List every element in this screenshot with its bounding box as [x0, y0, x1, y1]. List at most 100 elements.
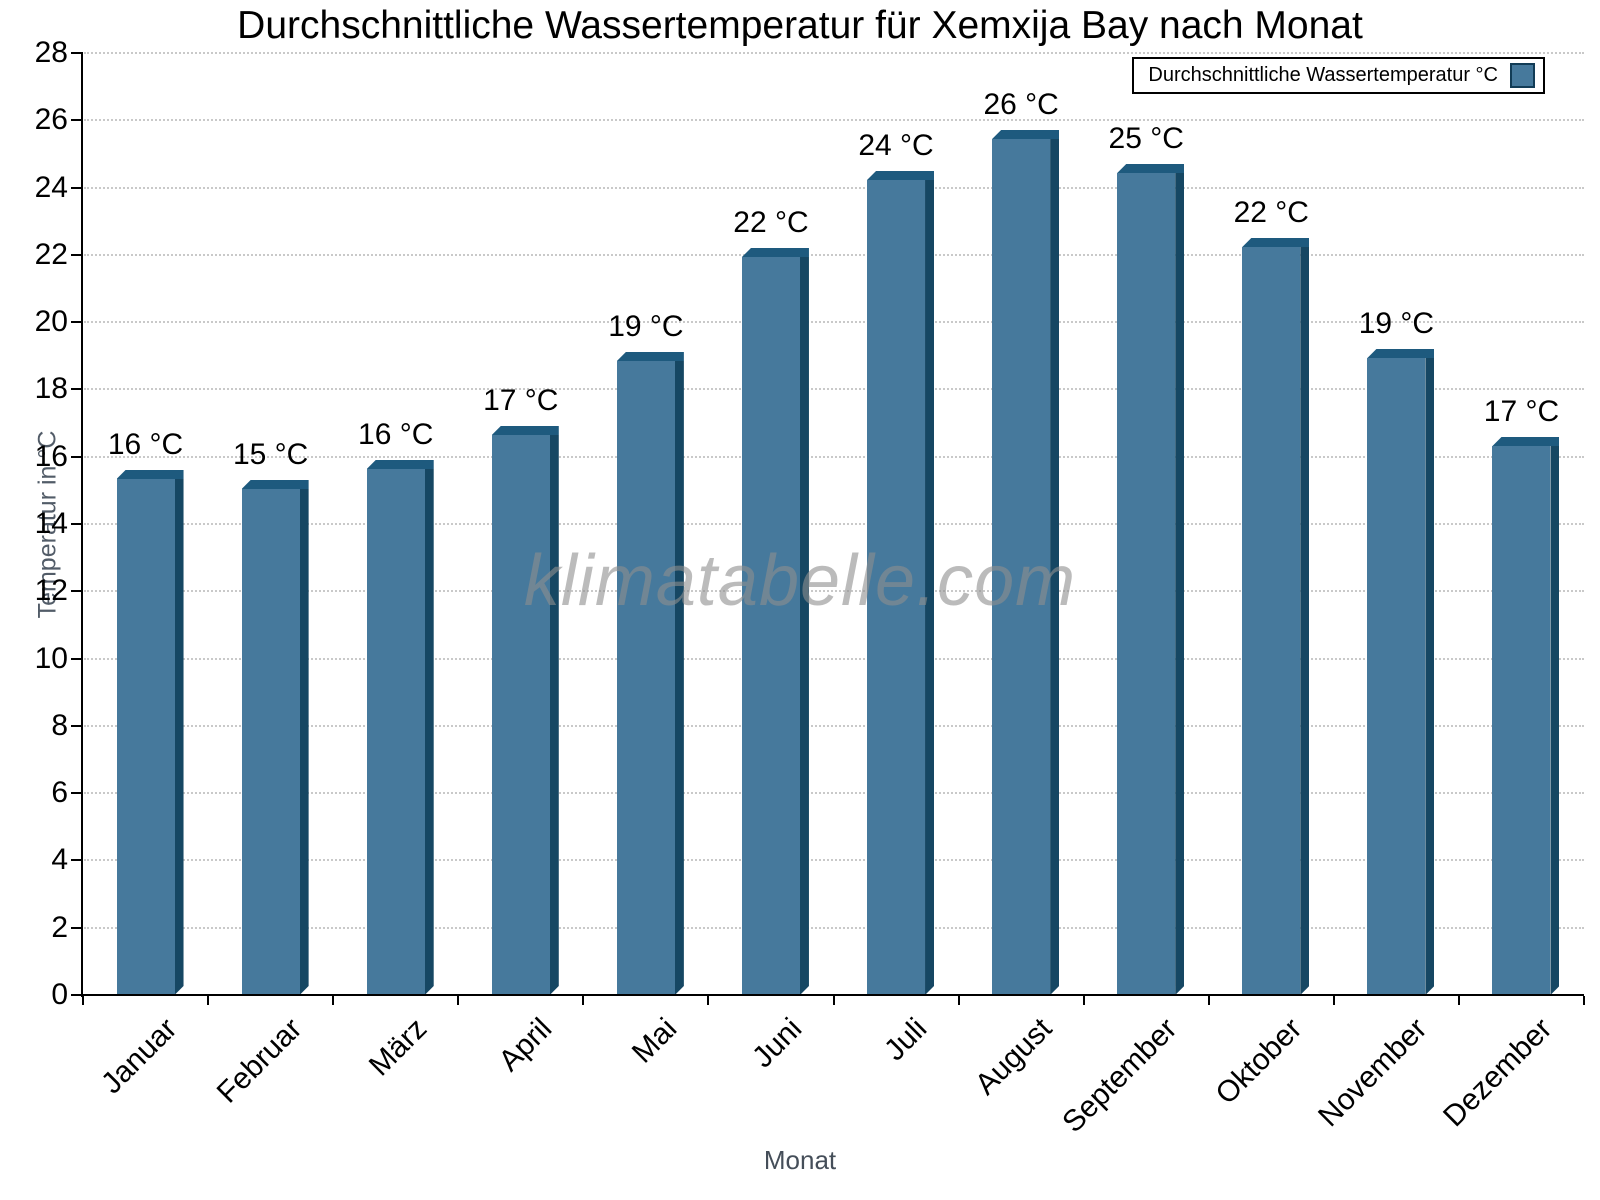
bar-side	[800, 257, 809, 995]
bar-face	[741, 257, 800, 995]
bar-value-label: 26 °C	[983, 88, 1059, 121]
bar-bevel	[366, 460, 434, 469]
bar-side	[175, 479, 184, 995]
y-tick-label: 12	[34, 574, 68, 608]
bar	[366, 460, 434, 995]
bar-bevel	[1367, 349, 1435, 358]
y-axis-tick	[71, 321, 81, 324]
x-axis-tick	[957, 996, 960, 1005]
bar	[1117, 164, 1185, 995]
y-tick-label: 0	[51, 978, 68, 1011]
gridline	[84, 253, 1584, 256]
bar-face	[992, 139, 1051, 995]
y-tick-label: 16	[34, 439, 68, 473]
y-tick-label: 24	[34, 170, 68, 204]
legend-label: Durchschnittliche Wassertemperatur °C	[1148, 64, 1498, 86]
bar-bevel	[491, 426, 559, 435]
y-axis-tick	[71, 523, 81, 525]
x-axis-tick	[332, 996, 335, 1005]
y-axis-tick	[71, 994, 81, 996]
x-axis-tick	[1583, 996, 1585, 1005]
y-tick-label: 4	[51, 843, 68, 877]
bar-side	[1300, 247, 1309, 995]
bar-face	[1492, 446, 1551, 995]
y-tick-label: 10	[34, 641, 68, 675]
x-axis-tick	[832, 996, 835, 1005]
y-tick-label: 20	[34, 305, 68, 339]
bar-face	[241, 489, 300, 995]
bar-bevel	[1492, 437, 1560, 446]
y-tick-label: 6	[51, 776, 68, 810]
bar-value-label: 19 °C	[608, 310, 684, 343]
bar	[741, 248, 809, 995]
y-tick-label: 18	[34, 372, 68, 406]
y-tick-label: 26	[34, 103, 68, 137]
x-axis-tick	[1082, 996, 1085, 1005]
bar-side	[1425, 358, 1434, 995]
bar-side	[1175, 173, 1184, 995]
gridline	[84, 590, 1584, 593]
y-axis-tick	[71, 52, 81, 54]
bar-face	[116, 479, 175, 995]
x-axis-line	[81, 994, 1584, 996]
y-tick-label: 14	[34, 507, 68, 540]
bar-side	[300, 489, 309, 995]
gridline	[84, 792, 1584, 795]
x-axis-tick	[457, 996, 460, 1005]
bar	[867, 171, 935, 995]
gridline	[84, 926, 1584, 929]
x-axis-tick	[707, 996, 710, 1005]
bar	[1492, 437, 1560, 995]
bar-face	[1367, 358, 1426, 995]
y-tick-label: 28	[34, 36, 68, 69]
x-axis-tick	[82, 996, 84, 1005]
bar-value-label: 22 °C	[1233, 196, 1309, 229]
bar-value-label: 25 °C	[1108, 122, 1184, 155]
gridline	[84, 321, 1584, 324]
bar	[1242, 238, 1310, 995]
bar-bevel	[616, 352, 684, 361]
y-axis-tick	[71, 926, 81, 929]
legend: Durchschnittliche Wassertemperatur °C	[1132, 57, 1545, 94]
y-axis-tick	[71, 859, 81, 862]
y-tick-label: 2	[51, 910, 68, 944]
y-axis-tick	[71, 253, 81, 256]
x-axis-tick	[207, 996, 210, 1005]
bar-side	[675, 361, 684, 995]
bar-side	[925, 180, 934, 995]
legend-swatch-icon	[1510, 63, 1535, 88]
bar-value-label: 24 °C	[858, 129, 934, 162]
x-axis-tick	[1332, 996, 1335, 1005]
gridline	[84, 388, 1584, 391]
gridline	[84, 119, 1584, 122]
bar-bevel	[992, 130, 1060, 139]
bar-side	[550, 435, 559, 995]
bar-face	[491, 435, 550, 995]
bar	[992, 130, 1060, 995]
y-tick-label: 8	[51, 708, 68, 742]
x-axis-tick	[582, 996, 585, 1005]
x-axis-tick	[1207, 996, 1210, 1005]
bar-side	[1050, 139, 1059, 995]
bar-value-label: 19 °C	[1358, 307, 1435, 340]
bar-bevel	[867, 171, 935, 180]
bar	[241, 480, 309, 995]
gridline	[84, 523, 1584, 525]
bar-face	[867, 180, 926, 995]
bar	[116, 470, 184, 995]
bar-value-label: 17 °C	[483, 384, 559, 417]
bar-bevel	[741, 248, 809, 257]
bar	[491, 426, 559, 995]
gridline	[84, 724, 1584, 727]
y-axis-tick	[71, 724, 81, 727]
y-axis-tick	[71, 657, 81, 660]
y-axis-tick	[71, 388, 81, 391]
bar-value-label: 22 °C	[733, 206, 809, 239]
y-axis-tick	[71, 590, 81, 593]
y-axis-tick	[71, 455, 81, 458]
bar-face	[366, 469, 425, 995]
chart-title: Durchschnittliche Wassertemperatur für X…	[237, 4, 1363, 47]
y-axis-tick	[71, 119, 81, 122]
y-axis-tick	[71, 792, 81, 795]
bar-bevel	[116, 470, 184, 479]
